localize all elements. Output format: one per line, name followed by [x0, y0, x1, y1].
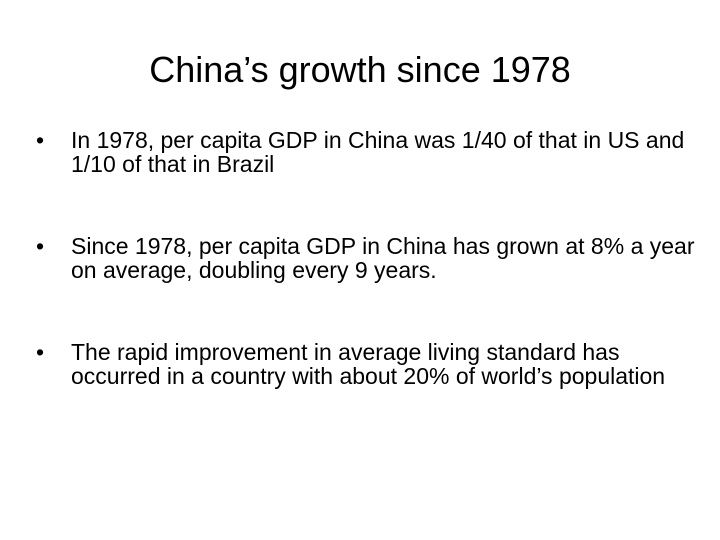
bullet-item-2: • Since 1978, per capita GDP in China ha… [36, 234, 696, 282]
bullet-text: In 1978, per capita GDP in China was 1/4… [71, 127, 685, 177]
bullet-icon: • [36, 233, 45, 259]
bullet-list: • In 1978, per capita GDP in China was 1… [36, 128, 696, 388]
bullet-text: Since 1978, per capita GDP in China has … [71, 233, 695, 283]
bullet-icon: • [36, 127, 45, 153]
slide-title: China’s growth since 1978 [149, 49, 571, 90]
bullet-icon: • [36, 339, 45, 365]
bullet-text: The rapid improvement in average living … [71, 339, 666, 389]
bullet-item-3: • The rapid improvement in average livin… [36, 340, 696, 388]
bullet-item-1: • In 1978, per capita GDP in China was 1… [36, 128, 696, 176]
